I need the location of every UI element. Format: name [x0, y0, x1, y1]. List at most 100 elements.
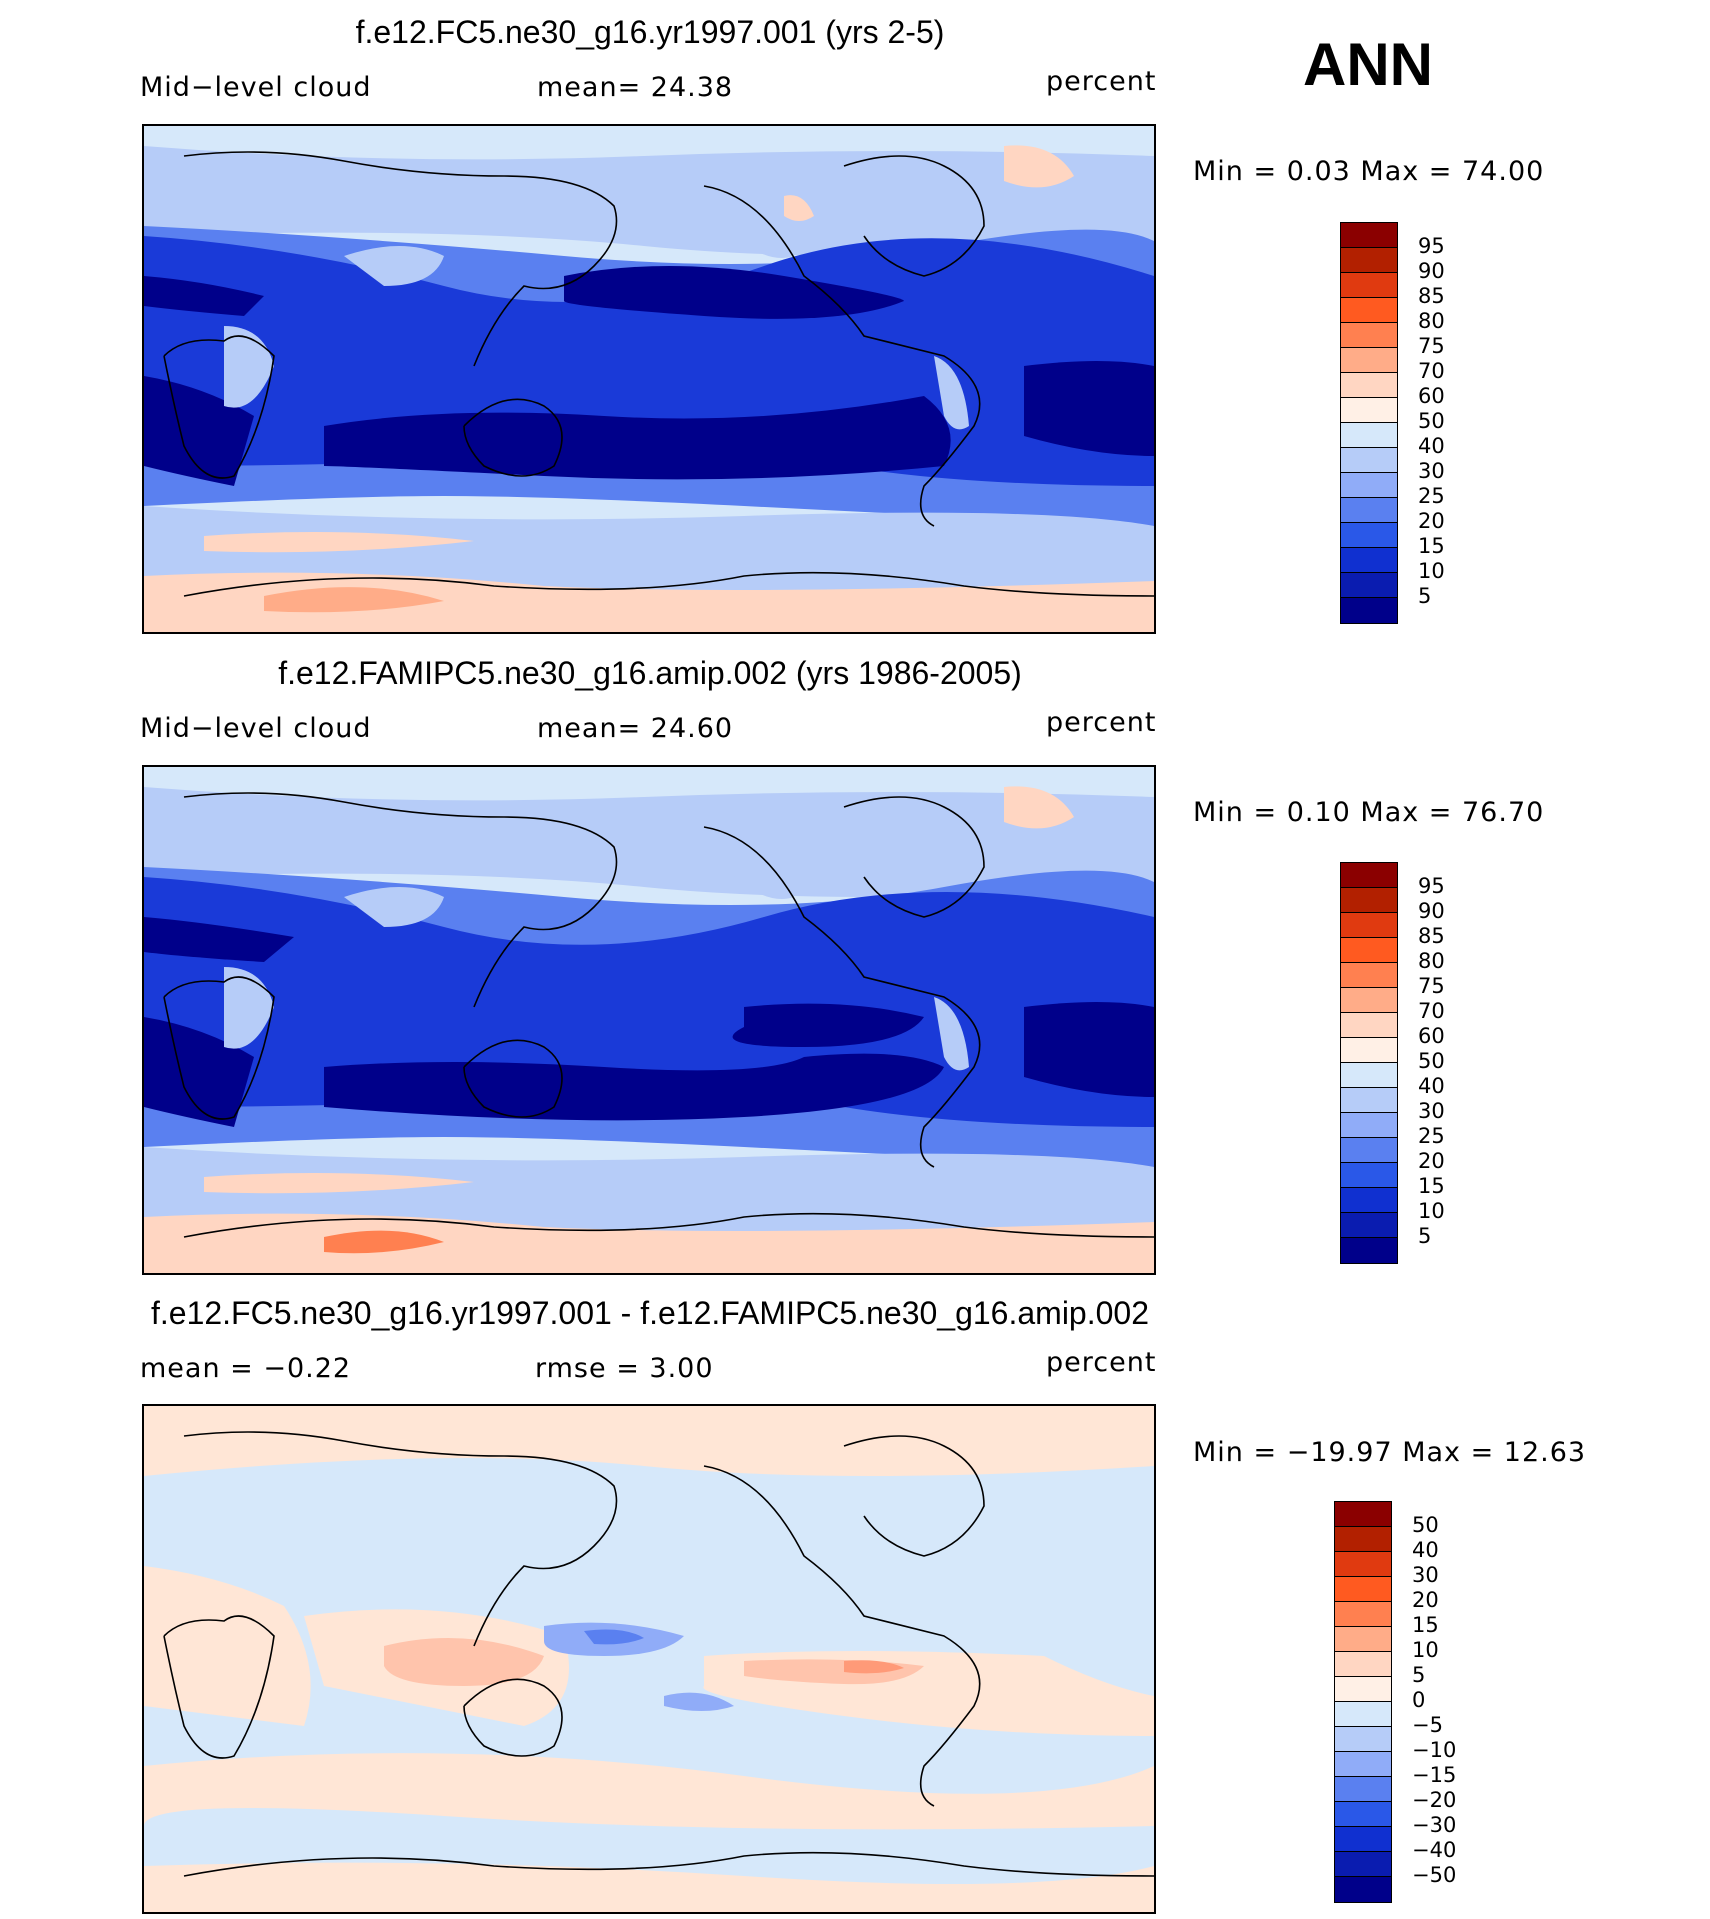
panel3-mean-label: mean = −0.22	[140, 1353, 352, 1384]
panel1-units-label: percent	[1046, 66, 1157, 97]
colorbar-tick-label: 15	[1418, 534, 1445, 558]
colorbar-tick-label: 75	[1418, 334, 1445, 358]
panel2-field	[144, 767, 1154, 1273]
colorbar-swatch	[1335, 1802, 1391, 1827]
panel1-title: f.e12.FC5.ne30_g16.yr1997.001 (yrs 2-5)	[355, 14, 945, 50]
colorbar-tick-label: 85	[1418, 284, 1445, 308]
colorbar-tick-label: 50	[1418, 1049, 1445, 1073]
colorbar-swatch	[1341, 1188, 1397, 1213]
colorbar-tick-label: 60	[1418, 1024, 1445, 1048]
panel3-field	[144, 1406, 1154, 1912]
colorbar-swatch	[1341, 913, 1397, 938]
colorbar-tick-label: 0	[1412, 1688, 1426, 1712]
colorbar-tick-label: −30	[1412, 1813, 1457, 1837]
panel2-colorbar	[1340, 862, 1398, 1264]
panel2-title: f.e12.FAMIPC5.ne30_g16.amip.002 (yrs 198…	[278, 655, 1022, 691]
panel1-min-max: Min = 0.03 Max = 74.00	[1193, 156, 1545, 187]
colorbar-tick-label: −10	[1412, 1738, 1457, 1762]
colorbar-tick-label: 95	[1418, 234, 1445, 258]
colorbar-swatch	[1335, 1627, 1391, 1652]
colorbar-swatch	[1341, 1088, 1397, 1113]
colorbar-tick-label: 30	[1418, 1099, 1445, 1123]
panel1-map	[142, 124, 1156, 634]
panel2-units-label: percent	[1046, 707, 1157, 738]
colorbar-tick-label: −15	[1412, 1763, 1457, 1787]
colorbar-swatch	[1341, 1013, 1397, 1038]
colorbar-swatch	[1341, 938, 1397, 963]
colorbar-swatch	[1341, 1213, 1397, 1238]
colorbar-tick-label: 40	[1418, 434, 1445, 458]
colorbar-tick-label: 90	[1418, 259, 1445, 283]
colorbar-tick-label: 5	[1418, 584, 1432, 608]
colorbar-tick-label: −20	[1412, 1788, 1457, 1812]
panel2-min-max: Min = 0.10 Max = 76.70	[1193, 797, 1545, 828]
colorbar-swatch	[1335, 1577, 1391, 1602]
colorbar-tick-label: 40	[1418, 1074, 1445, 1098]
colorbar-tick-label: 10	[1418, 559, 1445, 583]
colorbar-tick-label: 70	[1418, 999, 1445, 1023]
colorbar-tick-label: 70	[1418, 359, 1445, 383]
colorbar-swatch	[1341, 1063, 1397, 1088]
panel1-field	[144, 126, 1154, 632]
panel1-mean-label: mean= 24.38	[537, 72, 734, 103]
colorbar-swatch	[1341, 573, 1397, 598]
colorbar-swatch	[1341, 473, 1397, 498]
colorbar-tick-label: 15	[1418, 1174, 1445, 1198]
colorbar-tick-label: 15	[1412, 1613, 1439, 1637]
colorbar-tick-label: 90	[1418, 899, 1445, 923]
panel3-map	[142, 1404, 1156, 1914]
colorbar-swatch	[1341, 223, 1397, 248]
colorbar-swatch	[1335, 1702, 1391, 1727]
colorbar-swatch	[1341, 348, 1397, 373]
colorbar-swatch	[1341, 1138, 1397, 1163]
colorbar-swatch	[1341, 1113, 1397, 1138]
colorbar-tick-label: 25	[1418, 1124, 1445, 1148]
panel3-colorbar	[1334, 1501, 1392, 1903]
panel3-title: f.e12.FC5.ne30_g16.yr1997.001 - f.e12.FA…	[150, 1295, 1149, 1331]
panel1-variable-label: Mid−level cloud	[140, 72, 372, 103]
colorbar-tick-label: 60	[1418, 384, 1445, 408]
colorbar-tick-label: −50	[1412, 1863, 1457, 1887]
colorbar-swatch	[1341, 323, 1397, 348]
colorbar-tick-label: 85	[1418, 924, 1445, 948]
colorbar-swatch	[1341, 423, 1397, 448]
panel1-colorbar	[1340, 222, 1398, 624]
colorbar-tick-label: 80	[1418, 949, 1445, 973]
colorbar-swatch	[1335, 1677, 1391, 1702]
season-label: ANN	[1303, 31, 1433, 98]
panel3-min-max: Min = −19.97 Max = 12.63	[1193, 1437, 1587, 1468]
colorbar-tick-label: 50	[1418, 409, 1445, 433]
colorbar-tick-label: 50	[1412, 1513, 1439, 1537]
colorbar-swatch	[1341, 373, 1397, 398]
colorbar-swatch	[1341, 498, 1397, 523]
panel3-units-label: percent	[1046, 1347, 1157, 1378]
colorbar-tick-label: 10	[1412, 1638, 1439, 1662]
colorbar-swatch	[1341, 298, 1397, 323]
colorbar-tick-label: 20	[1412, 1588, 1439, 1612]
colorbar-tick-label: 30	[1412, 1563, 1439, 1587]
panel3-rmse-label: rmse = 3.00	[535, 1353, 714, 1384]
colorbar-swatch	[1335, 1777, 1391, 1802]
colorbar-swatch	[1335, 1527, 1391, 1552]
colorbar-swatch	[1341, 273, 1397, 298]
colorbar-tick-label: 5	[1412, 1663, 1426, 1687]
colorbar-swatch	[1335, 1602, 1391, 1627]
colorbar-swatch	[1341, 888, 1397, 913]
colorbar-tick-label: 25	[1418, 484, 1445, 508]
colorbar-tick-label: 75	[1418, 974, 1445, 998]
panel2-variable-label: Mid−level cloud	[140, 713, 372, 744]
colorbar-tick-label: 40	[1412, 1538, 1439, 1562]
colorbar-swatch	[1335, 1727, 1391, 1752]
colorbar-swatch	[1341, 598, 1397, 623]
colorbar-tick-label: −40	[1412, 1838, 1457, 1862]
colorbar-tick-label: 30	[1418, 459, 1445, 483]
colorbar-swatch	[1335, 1552, 1391, 1577]
colorbar-swatch	[1341, 963, 1397, 988]
colorbar-swatch	[1335, 1652, 1391, 1677]
colorbar-swatch	[1341, 1163, 1397, 1188]
colorbar-swatch	[1341, 1038, 1397, 1063]
colorbar-swatch	[1341, 863, 1397, 888]
panel2-map	[142, 765, 1156, 1275]
colorbar-tick-label: 20	[1418, 509, 1445, 533]
colorbar-swatch	[1341, 1238, 1397, 1263]
